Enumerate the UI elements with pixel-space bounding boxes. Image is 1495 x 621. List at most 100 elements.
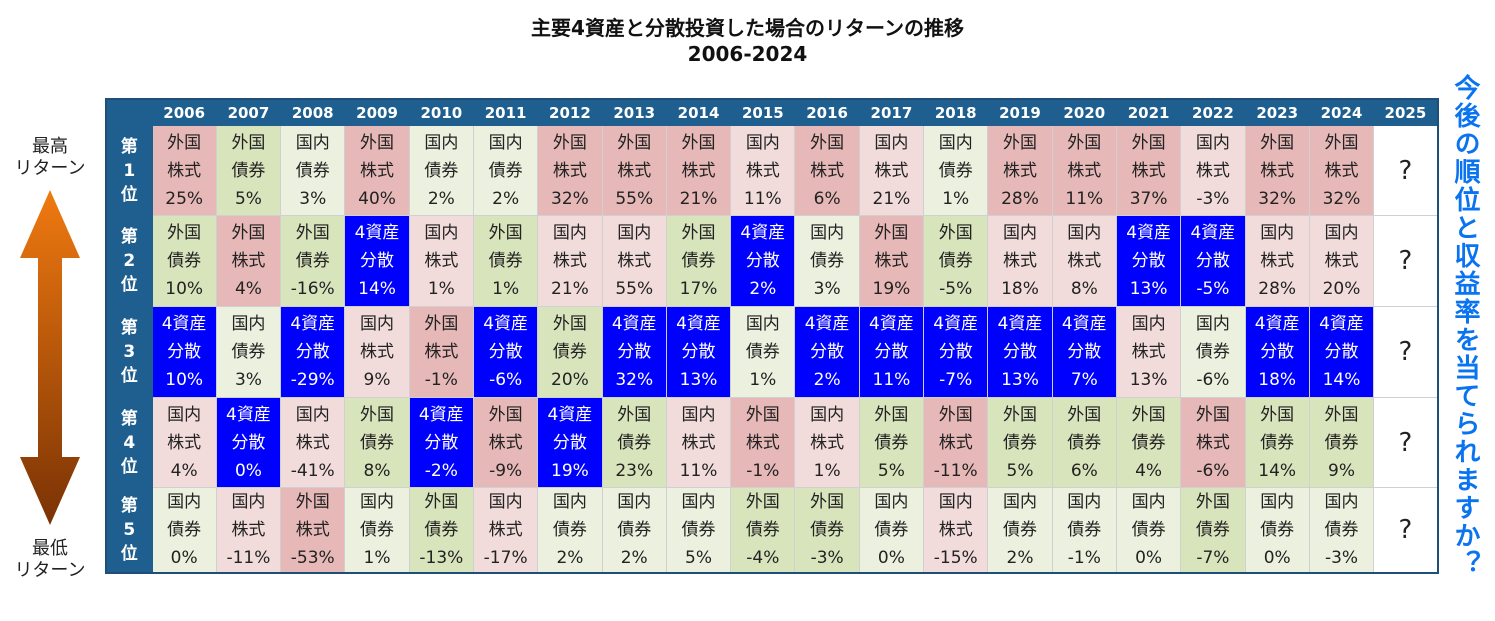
asset-line: 外国 (617, 404, 652, 425)
asset-cell: 外国 株式 -11% (923, 397, 989, 488)
asset-line: 外国 (745, 492, 780, 512)
asset-cell: 外国 株式 40% (344, 125, 410, 216)
rank-text: 第 (120, 227, 138, 247)
asset-line: 株式 (424, 251, 459, 271)
asset-line: 債券 (1131, 520, 1166, 540)
top-label-line: リターン (14, 158, 86, 179)
asset-line: 国内 (552, 223, 587, 243)
asset-cell: 国内 株式 18% (987, 215, 1053, 307)
return-value: 11% (679, 460, 718, 481)
asset-cell: 4資産 分散 13% (987, 306, 1053, 398)
asset-cell: 外国 債券 4% (1115, 397, 1182, 488)
return-value: -13% (419, 548, 464, 568)
asset-line: 4資産 (611, 314, 657, 334)
return-value: 8% (363, 460, 391, 481)
asset-line: 外国 (810, 132, 845, 153)
asset-line: 株式 (745, 432, 780, 453)
rank-text: 第 (120, 408, 138, 429)
asset-cell: 外国 株式 6% (794, 125, 860, 216)
asset-line: 外国 (1131, 404, 1166, 425)
return-value: 2% (620, 548, 648, 568)
asset-line: 債券 (1131, 432, 1166, 453)
asset-line: 国内 (1324, 492, 1359, 512)
asset-line: 4資産 (226, 404, 271, 425)
year-header: 2019 (987, 98, 1053, 126)
asset-line: 債券 (424, 160, 459, 181)
asset-line: 債券 (295, 160, 330, 181)
rank-row: 第 5 位 国内 債券 0% 国内 株式 -11% 外国 株式 -53% 国内 債券 1% 外国 債券 -13% 国… (105, 487, 1439, 574)
return-value: 1% (749, 370, 777, 390)
return-value: 2% (813, 370, 841, 390)
asset-line: 債券 (1324, 520, 1359, 540)
asset-cell: 4資産 分散 13% (665, 306, 732, 398)
asset-line: 債券 (488, 251, 523, 271)
asset-cell: 国内 債券 3% (215, 306, 282, 398)
return-value: 55% (615, 279, 654, 299)
return-value: -1% (746, 460, 780, 481)
asset-cell: 4資産 分散 2% (794, 306, 860, 398)
asset-line: 外国 (1003, 132, 1037, 153)
asset-line: 債券 (360, 520, 395, 540)
year-header: 2015 (730, 98, 796, 126)
asset-cell: 外国株式 -1% (730, 397, 796, 488)
asset-cell: 4資産 分散 13% (1115, 215, 1182, 307)
asset-line: 外国 (1260, 132, 1295, 153)
return-value: 3% (234, 370, 262, 390)
asset-line: 株式 (1260, 251, 1295, 271)
asset-line: 株式 (1003, 160, 1037, 181)
return-value: 13% (1129, 279, 1168, 299)
year-header: 2023 (1244, 98, 1310, 126)
asset-line: 分散 (295, 342, 330, 362)
rank-text: 第 (120, 496, 138, 516)
rank-row: 第 3 位 4資産 分散 10% 国内 債券 3% 4資産 分散 -29% 国内 株式 9% 外国 株式 -1% 4… (105, 306, 1439, 398)
return-value: 0% (1135, 548, 1163, 568)
asset-line: 債券 (1195, 520, 1230, 540)
asset-cell: 外国 債券 5% (987, 397, 1053, 488)
return-value: 20% (1322, 279, 1361, 299)
asset-line: 株式 (1195, 160, 1230, 181)
return-value: -15% (933, 548, 978, 568)
asset-cell: 国内 債券 0% (858, 487, 925, 574)
asset-line: 分散 (1131, 251, 1166, 271)
asset-line: 外国 (745, 404, 780, 425)
asset-cell: 国内 株式 -41% (280, 397, 346, 488)
asset-cell: 4資産 分散 14% (1308, 306, 1375, 398)
asset-line: 分散 (745, 251, 780, 271)
asset-line: 株式 (874, 160, 909, 181)
asset-line: 株式 (938, 432, 973, 453)
return-value: -7% (939, 370, 973, 390)
return-value: 25% (165, 188, 204, 209)
asset-line: 分散 (1195, 251, 1230, 271)
asset-line: 国内 (1067, 223, 1102, 243)
asset-cell: 外国 株式 11% (1051, 125, 1117, 216)
return-value: 0% (1263, 548, 1291, 568)
asset-cell: 国内 株式 21% (537, 215, 603, 307)
asset-line: 外国 (295, 492, 330, 512)
return-value: 4% (234, 279, 262, 299)
top-label-line: 最高 (32, 136, 68, 157)
asset-line: 債券 (874, 520, 909, 540)
asset-cell: 外国 株式 25% (151, 125, 217, 216)
asset-cell: 国内 債券 3% (280, 125, 346, 216)
asset-line: 外国 (360, 404, 395, 425)
asset-line: 4資産 (1061, 314, 1107, 334)
asset-line: 株式 (617, 251, 652, 271)
asset-cell: 外国 債券 -4% (730, 487, 796, 574)
asset-line: 債券 (488, 160, 523, 181)
asset-line: 株式 (1067, 251, 1102, 271)
return-value: 13% (1001, 370, 1039, 390)
return-value: -3% (1196, 188, 1230, 209)
asset-cell: 4資産 分散 11% (858, 306, 925, 398)
return-value: -11% (226, 548, 271, 568)
asset-line: 外国 (1324, 404, 1359, 425)
asset-cell: 外国 債券 20% (537, 306, 603, 398)
asset-cell: 国内 株式 9% (344, 306, 410, 398)
return-value: 17% (679, 279, 718, 299)
return-value: 23% (615, 460, 654, 481)
asset-cell: 国内 債券 3% (794, 215, 860, 307)
bottom-label-line: リターン (14, 560, 86, 581)
year-header: 2006 (151, 98, 217, 126)
year-header: 2014 (665, 98, 732, 126)
asset-line: 株式 (617, 160, 652, 181)
asset-line: 外国 (424, 314, 459, 334)
